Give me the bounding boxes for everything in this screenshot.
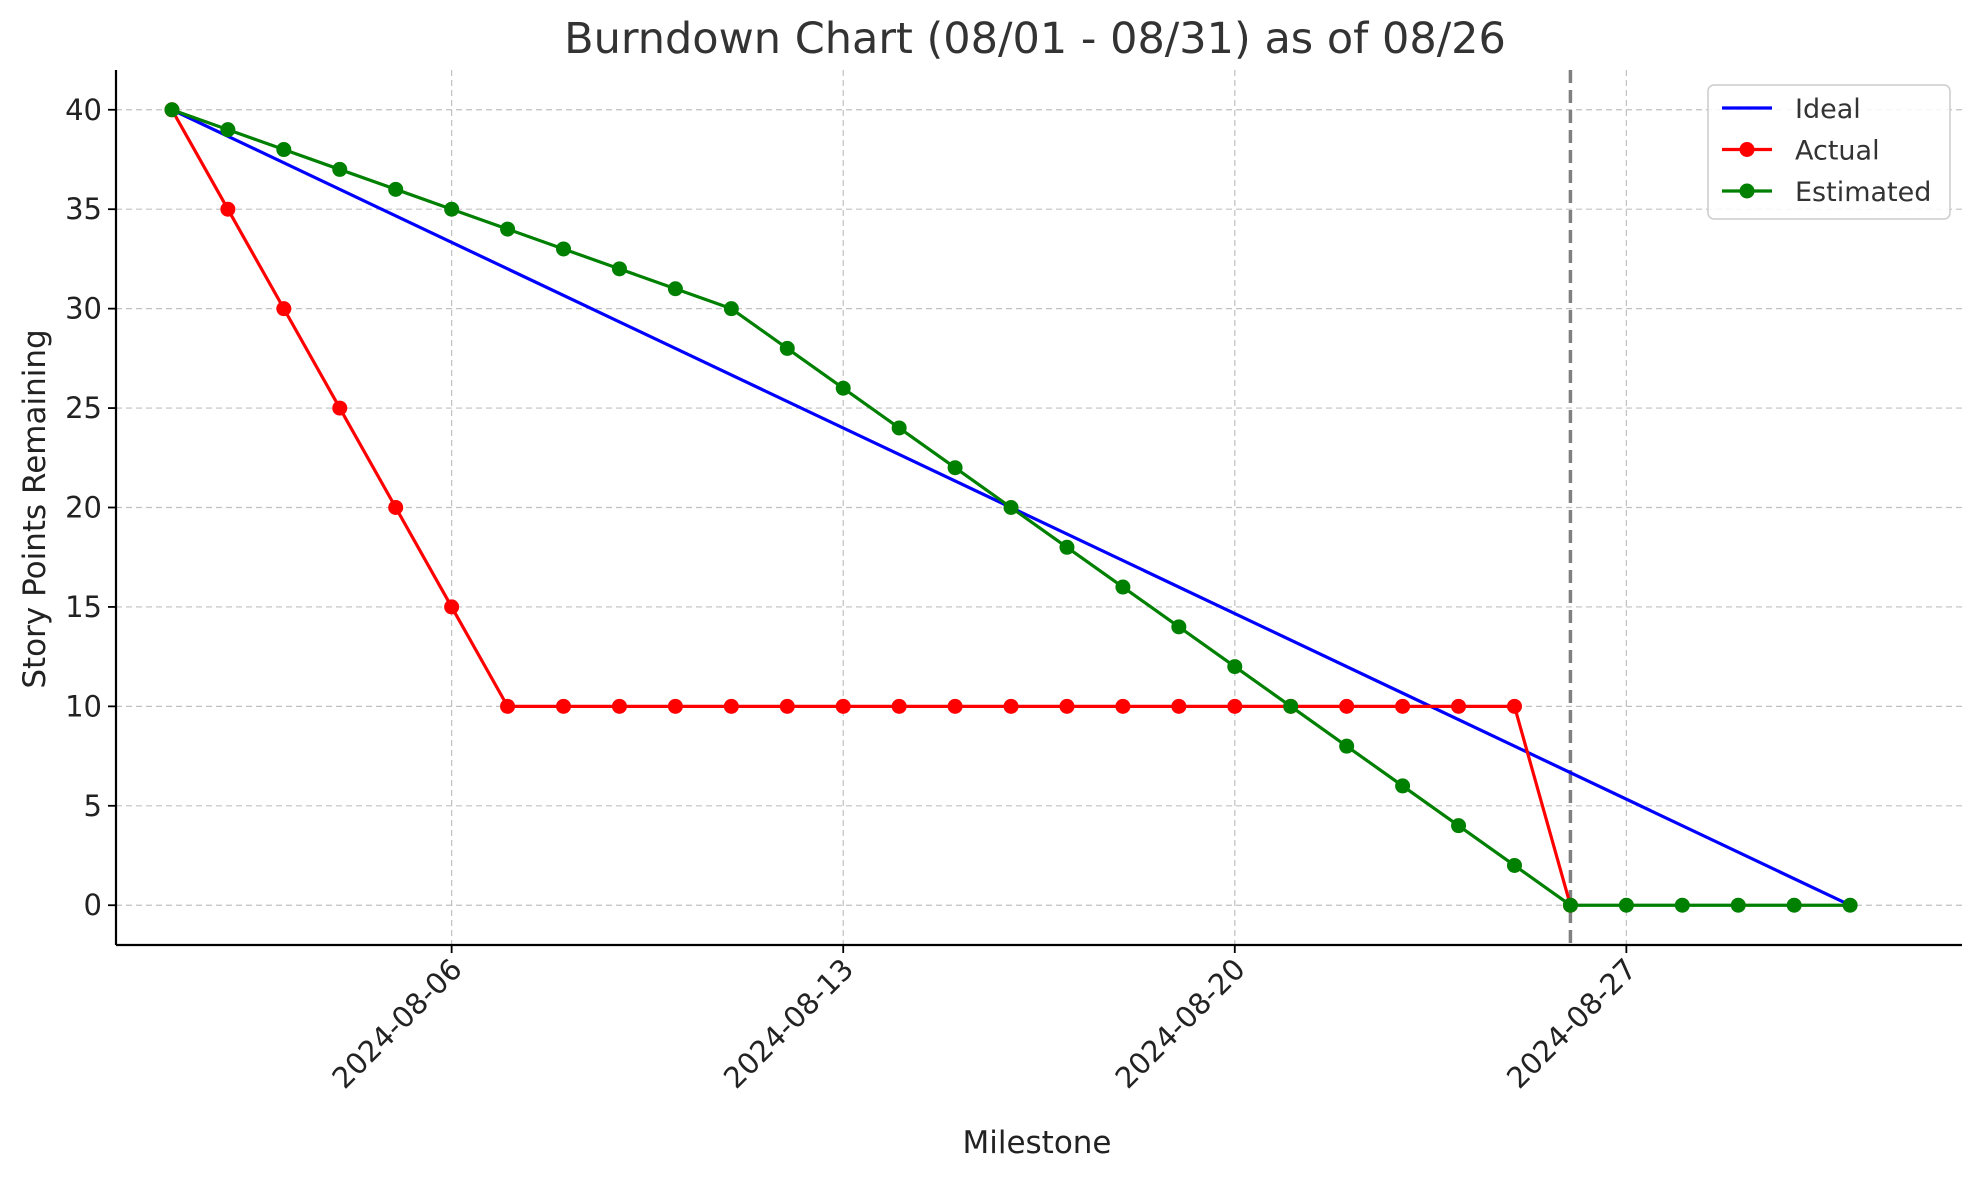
actual-point-2024-08-10 (667, 698, 683, 714)
actual-point-2024-08-18 (1115, 698, 1131, 714)
legend-box (1707, 84, 1951, 220)
actual-point-2024-08-20 (1227, 698, 1243, 714)
actual-point-2024-08-11 (723, 698, 739, 714)
y-tick-label-35: 35 (65, 192, 102, 226)
estimated-point-2024-08-18 (1115, 579, 1131, 595)
estimated-point-2024-08-02 (220, 122, 236, 138)
actual-point-2024-08-22 (1339, 698, 1355, 714)
estimated-point-2024-08-14 (891, 420, 907, 436)
estimated-point-2024-08-13 (835, 380, 851, 396)
estimated-point-2024-08-04 (332, 161, 348, 177)
legend-label-ideal: Ideal (1795, 94, 1861, 125)
legend-marker-actual (1739, 142, 1755, 157)
actual-point-2024-08-04 (332, 400, 348, 416)
x-axis-label: Milestone (962, 1125, 1111, 1161)
legend-label-estimated: Estimated (1795, 177, 1931, 208)
estimated-point-2024-08-09 (611, 261, 627, 277)
y-tick-label-20: 20 (65, 491, 102, 525)
series-estimated (164, 102, 1858, 913)
y-tick-label-25: 25 (65, 391, 102, 425)
actual-point-2024-08-03 (276, 301, 292, 317)
estimated-point-2024-08-23 (1395, 778, 1411, 794)
actual-point-2024-08-19 (1171, 698, 1187, 714)
estimated-point-2024-08-28 (1674, 897, 1690, 913)
actual-point-2024-08-25 (1506, 698, 1522, 714)
estimated-point-2024-08-12 (779, 340, 795, 356)
actual-point-2024-08-16 (1003, 698, 1019, 714)
legend: Ideal Actual Estimated (1707, 84, 1951, 220)
estimated-point-2024-08-29 (1730, 897, 1746, 913)
actual-point-2024-08-23 (1395, 698, 1411, 714)
axes (108, 70, 1962, 953)
estimated-point-2024-08-01 (164, 102, 180, 118)
y-tick-label-5: 5 (84, 789, 102, 823)
estimated-point-2024-08-16 (1003, 500, 1019, 515)
y-tick-label-40: 40 (65, 93, 102, 127)
estimated-point-2024-08-05 (388, 181, 404, 197)
legend-item-estimated: Estimated (1722, 177, 1931, 208)
estimated-point-2024-08-31 (1842, 897, 1858, 913)
actual-line (170, 108, 1572, 906)
estimated-point-2024-08-03 (276, 142, 292, 158)
legend-label-actual: Actual (1795, 136, 1880, 167)
estimated-point-2024-08-19 (1171, 619, 1187, 635)
estimated-point-2024-08-22 (1339, 738, 1355, 754)
estimated-point-2024-08-08 (556, 241, 572, 257)
actual-point-2024-08-24 (1451, 698, 1467, 714)
actual-point-2024-08-14 (891, 698, 907, 714)
chart-title: Burndown Chart (08/01 - 08/31) as of 08/… (564, 14, 1506, 64)
y-tick-label-30: 30 (65, 292, 102, 326)
estimated-point-2024-08-11 (723, 301, 739, 317)
y-axis-label: Story Points Remaining (17, 329, 53, 688)
legend-item-actual: Actual (1722, 136, 1880, 167)
estimated-point-2024-08-07 (500, 221, 516, 237)
estimated-point-2024-08-15 (947, 460, 963, 476)
series-layer (164, 102, 1858, 913)
estimated-point-2024-08-26 (1562, 897, 1578, 913)
y-tick-label-0: 0 (84, 888, 102, 922)
y-tick-label-10: 10 (65, 689, 102, 723)
estimated-point-2024-08-06 (444, 201, 460, 217)
actual-point-2024-08-15 (947, 698, 963, 714)
actual-point-2024-08-13 (835, 698, 851, 714)
estimated-point-2024-08-20 (1227, 659, 1243, 675)
y-tick-label-15: 15 (65, 590, 102, 624)
legend-marker-estimated (1739, 183, 1755, 199)
actual-point-2024-08-09 (611, 698, 627, 714)
actual-point-2024-08-07 (500, 698, 516, 714)
actual-point-2024-08-02 (220, 201, 236, 217)
actual-point-2024-08-17 (1059, 698, 1075, 714)
estimated-point-2024-08-30 (1786, 897, 1802, 913)
estimated-point-2024-08-17 (1059, 539, 1075, 555)
estimated-point-2024-08-21 (1283, 698, 1299, 714)
legend-item-ideal: Ideal (1722, 94, 1861, 125)
actual-point-2024-08-12 (779, 698, 795, 714)
actual-point-2024-08-06 (444, 599, 460, 615)
estimated-point-2024-08-27 (1618, 897, 1634, 913)
actual-point-2024-08-08 (556, 698, 572, 714)
actual-point-2024-08-05 (388, 500, 404, 515)
estimated-point-2024-08-24 (1451, 818, 1467, 834)
estimated-point-2024-08-10 (667, 281, 683, 297)
estimated-point-2024-08-25 (1506, 857, 1522, 873)
